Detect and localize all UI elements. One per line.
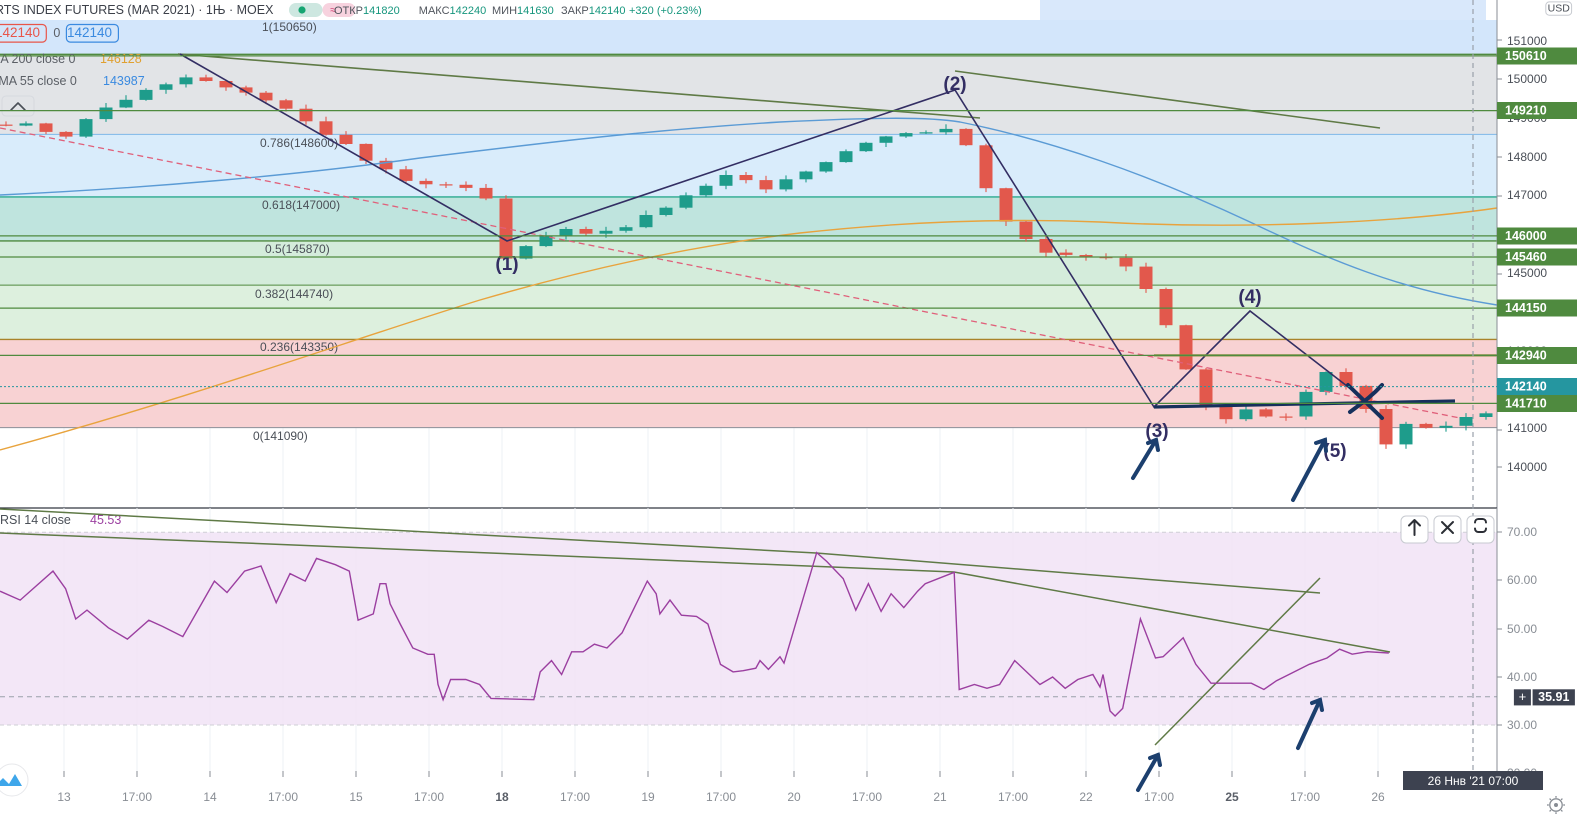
svg-text:RTS INDEX FUTURES (MAR 2021) ·: RTS INDEX FUTURES (MAR 2021) · 1Њ · MOEX: [0, 3, 274, 17]
svg-text:14: 14: [203, 790, 217, 804]
svg-text:151000: 151000: [1507, 34, 1547, 48]
svg-text:0: 0: [53, 26, 60, 40]
svg-text:0.618(147000): 0.618(147000): [262, 198, 340, 212]
svg-text:+320 (+0.23%): +320 (+0.23%): [629, 5, 702, 17]
svg-text:149210: 149210: [1505, 104, 1547, 118]
svg-text:0.236(143350): 0.236(143350): [260, 340, 338, 354]
svg-text:150610: 150610: [1505, 49, 1547, 63]
svg-text:145000: 145000: [1507, 266, 1547, 280]
svg-text:18: 18: [495, 790, 509, 804]
svg-text:50.00: 50.00: [1507, 622, 1537, 636]
svg-text:USD: USD: [1548, 3, 1571, 15]
svg-text:MA 200 close 0: MA 200 close 0: [0, 52, 76, 66]
svg-text:30.00: 30.00: [1507, 718, 1537, 732]
svg-text:13: 13: [57, 790, 71, 804]
svg-text:147000: 147000: [1507, 188, 1547, 202]
svg-text:МИН141630: МИН141630: [492, 5, 554, 17]
svg-text:RSI 14 close: RSI 14 close: [0, 513, 71, 527]
svg-text:17:00: 17:00: [1144, 790, 1174, 804]
svg-text:146128: 146128: [100, 52, 142, 66]
svg-text:0(141090): 0(141090): [253, 429, 308, 443]
svg-text:EMA 55 close 0: EMA 55 close 0: [0, 74, 77, 88]
svg-text:17:00: 17:00: [122, 790, 152, 804]
svg-text:17:00: 17:00: [852, 790, 882, 804]
svg-text:19: 19: [641, 790, 655, 804]
svg-text:142940: 142940: [1505, 349, 1547, 363]
svg-text:+: +: [1519, 689, 1527, 704]
svg-text:17:00: 17:00: [560, 790, 590, 804]
svg-text:141710: 141710: [1505, 397, 1547, 411]
svg-text:150000: 150000: [1507, 72, 1547, 86]
svg-text:(2): (2): [943, 74, 966, 95]
svg-text:0.5(145870): 0.5(145870): [265, 242, 330, 256]
svg-text:17:00: 17:00: [998, 790, 1028, 804]
svg-text:142140: 142140: [0, 25, 40, 40]
svg-text:40.00: 40.00: [1507, 670, 1537, 684]
svg-text:1(150650): 1(150650): [262, 20, 317, 34]
svg-text:26 Ннв '21 07:00: 26 Ннв '21 07:00: [1428, 774, 1519, 788]
svg-text:22: 22: [1079, 790, 1093, 804]
svg-text:141000: 141000: [1507, 421, 1547, 435]
svg-text:70.00: 70.00: [1507, 525, 1537, 539]
svg-text:146000: 146000: [1505, 229, 1547, 243]
svg-text:145460: 145460: [1505, 250, 1547, 264]
svg-text:ОТКР141820: ОТКР141820: [334, 5, 400, 17]
svg-text:35.91: 35.91: [1538, 690, 1569, 704]
svg-text:143987: 143987: [103, 74, 145, 88]
svg-text:140000: 140000: [1507, 460, 1547, 474]
svg-text:21: 21: [933, 790, 947, 804]
svg-text:60.00: 60.00: [1507, 573, 1537, 587]
svg-text:142140: 142140: [67, 25, 112, 40]
svg-text:142140: 142140: [1505, 380, 1547, 394]
svg-text:0.382(144740): 0.382(144740): [255, 287, 333, 301]
svg-text:17:00: 17:00: [414, 790, 444, 804]
svg-text:ЗАКР142140: ЗАКР142140: [561, 5, 625, 17]
svg-text:17:00: 17:00: [268, 790, 298, 804]
svg-text:26: 26: [1371, 790, 1385, 804]
svg-text:17:00: 17:00: [1290, 790, 1320, 804]
svg-text:25: 25: [1225, 790, 1239, 804]
svg-text:(4): (4): [1238, 287, 1261, 308]
svg-text:15: 15: [349, 790, 363, 804]
svg-text:148000: 148000: [1507, 150, 1547, 164]
svg-text:17:00: 17:00: [706, 790, 736, 804]
svg-text:144150: 144150: [1505, 301, 1547, 315]
svg-text:20: 20: [787, 790, 801, 804]
svg-text:МАКС142240: МАКС142240: [419, 5, 486, 17]
